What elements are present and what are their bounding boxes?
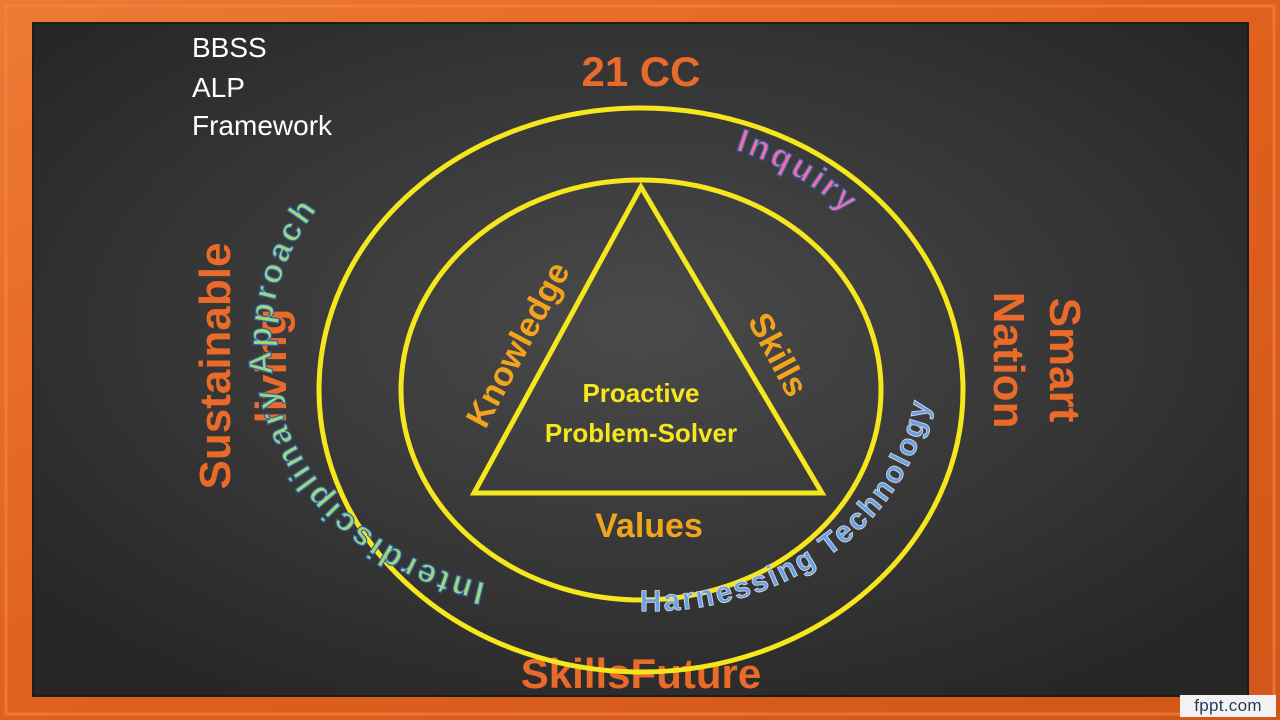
triangle (469, 181, 827, 496)
framework-title: BBSS ALP Framework (192, 32, 333, 141)
right-label: Smart Nation (984, 292, 1089, 429)
right-label-line-2: Nation (984, 292, 1033, 429)
frame-highlight (4, 4, 1276, 716)
left-label-line-1: Sustainable (191, 243, 240, 490)
framework-title-line-3: Framework (192, 110, 333, 141)
chalkboard (33, 23, 1248, 696)
center-text-line-2: Problem-Solver (545, 418, 737, 448)
left-label: Sustainable living (191, 243, 296, 490)
credit-label: fppt.com (1180, 695, 1276, 717)
top-label: 21 CC (581, 48, 700, 95)
left-label-line-2: living (247, 309, 296, 424)
center-text-line-1: Proactive (582, 378, 699, 408)
chalkboard-border (32, 22, 1249, 697)
right-label-line-1: Smart (1040, 298, 1089, 423)
inner-ring (398, 177, 884, 603)
framework-title-line-1: BBSS (192, 32, 267, 63)
triangle-center-text: Proactive Problem-Solver (545, 378, 737, 448)
framework-title-line-2: ALP (192, 72, 245, 103)
triangle-bottom-label: Values (595, 507, 703, 545)
outer-ring (316, 105, 966, 675)
